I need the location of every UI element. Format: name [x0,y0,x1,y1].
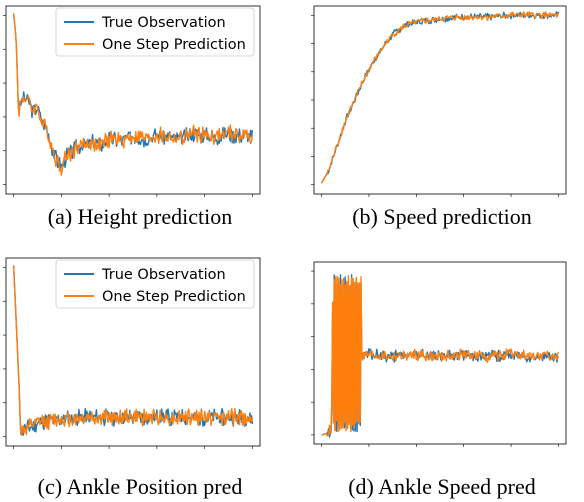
legend-entry: One Step Prediction [102,289,246,305]
series-true-observation [320,11,560,184]
caption-b: (b) Speed prediction [352,204,532,229]
caption-c: (c) Ankle Position pred [37,474,243,499]
panel-c: True Observation One Step Prediction (c) … [0,252,280,502]
legend-entry: True Observation [101,15,226,31]
series-one-step-prediction [321,275,560,437]
legend-entry: True Observation [101,267,226,283]
series-one-step-prediction [12,13,254,176]
series-one-step-prediction [12,265,254,437]
legend-entry: One Step Prediction [102,37,246,53]
panel-b: (b) Speed prediction [300,0,584,250]
chart-b [311,5,567,197]
series-true-observation [12,265,254,436]
caption-a: (a) Height prediction [47,204,233,229]
panel-a: True Observation One Step Prediction (a) … [0,0,280,250]
chart-a: True Observation One Step Prediction [3,5,261,197]
caption-d: (d) Ankle Speed pred [348,474,536,499]
plot-frame [5,5,261,195]
plot-frame [313,5,567,195]
plot-frame [5,257,261,447]
chart-c: True Observation One Step Prediction [3,257,261,449]
series-one-step-prediction [320,11,559,184]
legend: True Observation One Step Prediction [55,259,255,309]
chart-d [311,261,567,447]
plot-frame [313,261,567,445]
panel-d: (d) Ankle Speed pred [300,252,584,502]
legend: True Observation One Step Prediction [55,7,255,57]
